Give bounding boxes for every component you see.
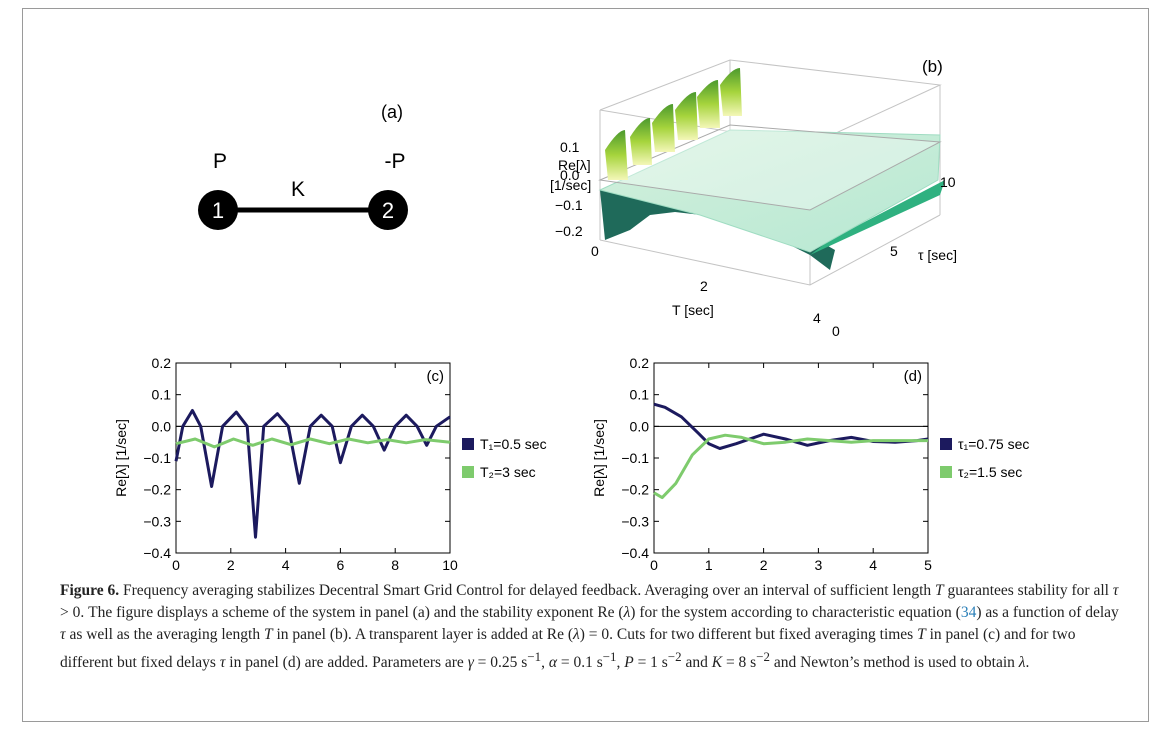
panel-c-y-tick-label: 0.1 bbox=[152, 387, 172, 403]
panel-c-y-tick-label: −0.3 bbox=[143, 513, 171, 529]
caption-text: Frequency averaging stabilizes Decentral… bbox=[60, 582, 1119, 672]
zlabel-line1: Re[λ] bbox=[558, 157, 591, 173]
figure-caption: Figure 6. Frequency averaging stabilizes… bbox=[60, 580, 1120, 674]
surface-peaks bbox=[605, 68, 742, 180]
panel-c-y-tick-label: −0.1 bbox=[143, 450, 171, 466]
panel-b-surface-plot: (b) Re[λ] [1/sec] 0.1 0.0 −0.1 −0.2 0 2 … bbox=[550, 57, 957, 339]
panel-c-series-1-line bbox=[174, 409, 451, 539]
z-tick-1: 0.0 bbox=[560, 167, 580, 183]
panel-d-y-tick-label: 0.1 bbox=[630, 387, 650, 403]
panel-d-series-2-line bbox=[653, 433, 928, 500]
panel-c-legend-label-2: T₂=3 sec bbox=[480, 464, 536, 480]
panel-c-y-tick-label: 0.0 bbox=[152, 418, 172, 434]
surface-underside bbox=[600, 190, 835, 270]
panel-c-x-tick-label: 8 bbox=[391, 557, 399, 573]
panel-d-x-tick-label: 0 bbox=[650, 557, 658, 573]
panel-c-legend-swatch-2 bbox=[462, 466, 474, 478]
node-1-label: 1 bbox=[212, 198, 224, 223]
power-2-label: -P bbox=[385, 150, 406, 173]
panel-d-panel-label: (d) bbox=[904, 368, 922, 385]
panel-d-y-tick-label: −0.1 bbox=[621, 450, 649, 466]
x-tick-2: 4 bbox=[813, 310, 821, 326]
panel-c-x-tick-label: 2 bbox=[227, 557, 235, 573]
panel-a-label: (a) bbox=[381, 102, 403, 122]
panel-d-x-tick-label: 5 bbox=[924, 557, 932, 573]
panel-d-legend-swatch-1 bbox=[940, 438, 952, 450]
panel-c-x-tick-label: 4 bbox=[282, 557, 290, 573]
x-tick-1: 2 bbox=[700, 278, 708, 294]
node-2 bbox=[368, 190, 408, 230]
panel-c-legend-label-1: T₁=0.5 sec bbox=[480, 436, 547, 452]
figure-frame bbox=[22, 8, 1149, 722]
zero-plane bbox=[598, 124, 942, 211]
panel-d-legend-swatch-2 bbox=[940, 466, 952, 478]
zlabel-line2: [1/sec] bbox=[550, 177, 591, 193]
panel-a-scheme: 1 2 P -P K (a) bbox=[198, 102, 408, 230]
node-2-label: 2 bbox=[382, 198, 394, 223]
edge-k-label: K bbox=[291, 178, 305, 201]
panel-d-x-tick-label: 1 bbox=[705, 557, 713, 573]
panel-c-y-tick-label: −0.4 bbox=[143, 545, 171, 561]
z-tick-0: 0.1 bbox=[560, 139, 580, 155]
panel-d-y-tick-label: 0.0 bbox=[630, 418, 650, 434]
panel-d-x-tick-label: 2 bbox=[760, 557, 768, 573]
panel-d-y-tick-label: −0.2 bbox=[621, 482, 649, 498]
panel-c-x-tick-label: 0 bbox=[172, 557, 180, 573]
panel-d-legend-label-1: τ₁=0.75 sec bbox=[958, 436, 1029, 452]
panel-d-y-tick-label: 0.2 bbox=[630, 355, 650, 371]
surface-main bbox=[598, 129, 941, 253]
panel-c-ylabel: Re[λ] [1/sec] bbox=[113, 419, 129, 497]
y-tick-2: 10 bbox=[940, 174, 956, 190]
surface-edge bbox=[810, 180, 945, 255]
panel-c-y-tick-label: −0.2 bbox=[143, 482, 171, 498]
panel-b-ylabel: τ [sec] bbox=[918, 247, 957, 263]
panel-d-ylabel: Re[λ] [1/sec] bbox=[591, 419, 607, 497]
z-tick-2: −0.1 bbox=[555, 197, 583, 213]
panel-c-x-tick-label: 6 bbox=[337, 557, 345, 573]
panel-b-label: (b) bbox=[922, 57, 943, 76]
figure-label: Figure 6. bbox=[60, 582, 120, 599]
y-tick-0: 0 bbox=[832, 323, 840, 339]
panel-c-legend-swatch-1 bbox=[462, 438, 474, 450]
panel-d-legend-label-2: τ₂=1.5 sec bbox=[958, 464, 1022, 480]
panel-d-x-tick-label: 3 bbox=[815, 557, 823, 573]
panel-c-x-tick-label: 10 bbox=[442, 557, 458, 573]
panel-d-x-tick-label: 4 bbox=[869, 557, 877, 573]
panel-c-y-tick-label: 0.2 bbox=[152, 355, 172, 371]
x-tick-0: 0 bbox=[591, 243, 599, 259]
z-tick-3: −0.2 bbox=[555, 223, 583, 239]
panel-c-panel-label: (c) bbox=[427, 368, 445, 385]
panel-d-y-tick-label: −0.3 bbox=[621, 513, 649, 529]
power-1-label: P bbox=[213, 150, 227, 173]
panel-d-plot-frame bbox=[653, 362, 929, 554]
y-tick-1: 5 bbox=[890, 243, 898, 259]
panel-c-series-2-line bbox=[175, 437, 451, 449]
node-1 bbox=[198, 190, 238, 230]
panel-d-y-tick-label: −0.4 bbox=[621, 545, 649, 561]
panel-b-xlabel: T [sec] bbox=[672, 302, 714, 318]
